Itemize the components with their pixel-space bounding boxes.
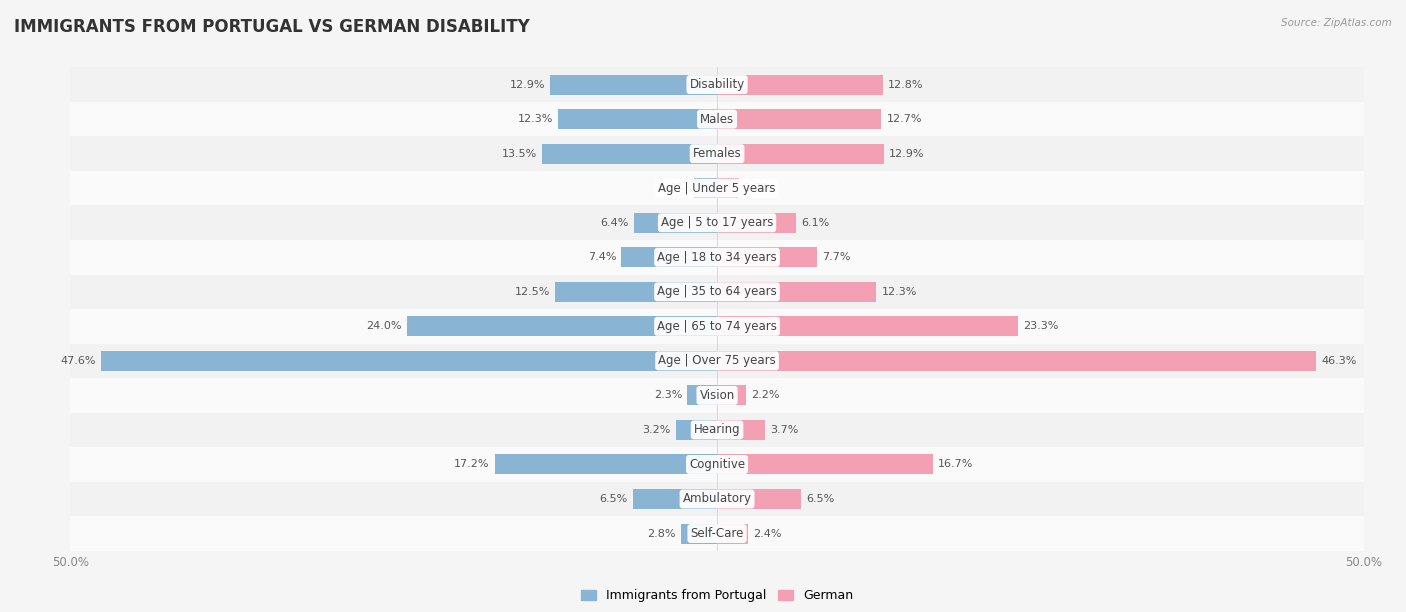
Text: 12.8%: 12.8% xyxy=(887,80,924,89)
Text: 2.4%: 2.4% xyxy=(754,529,782,539)
Legend: Immigrants from Portugal, German: Immigrants from Portugal, German xyxy=(575,584,859,607)
Text: 7.4%: 7.4% xyxy=(588,252,616,263)
Text: Vision: Vision xyxy=(699,389,735,402)
Bar xyxy=(717,247,817,267)
Text: Females: Females xyxy=(693,147,741,160)
Text: 6.4%: 6.4% xyxy=(600,218,628,228)
Bar xyxy=(70,482,1364,517)
Text: 3.7%: 3.7% xyxy=(770,425,799,435)
Bar xyxy=(717,489,801,509)
Text: 13.5%: 13.5% xyxy=(502,149,537,159)
Text: 7.7%: 7.7% xyxy=(823,252,851,263)
Text: 3.2%: 3.2% xyxy=(643,425,671,435)
Text: Hearing: Hearing xyxy=(693,424,741,436)
Text: 1.7%: 1.7% xyxy=(744,183,773,193)
Bar xyxy=(70,67,1364,102)
Bar xyxy=(70,102,1364,136)
Text: Age | 5 to 17 years: Age | 5 to 17 years xyxy=(661,216,773,230)
Bar xyxy=(558,109,717,129)
Text: 2.8%: 2.8% xyxy=(647,529,676,539)
Bar xyxy=(406,316,717,337)
Bar xyxy=(676,420,717,440)
Bar xyxy=(717,109,882,129)
Text: Age | Under 5 years: Age | Under 5 years xyxy=(658,182,776,195)
Text: 6.5%: 6.5% xyxy=(806,494,835,504)
Bar xyxy=(70,447,1364,482)
Text: 12.3%: 12.3% xyxy=(517,114,553,124)
Bar xyxy=(688,386,717,405)
Bar xyxy=(717,213,796,233)
Bar xyxy=(543,144,717,163)
Bar xyxy=(717,75,883,95)
Text: Ambulatory: Ambulatory xyxy=(682,493,752,506)
Text: 6.1%: 6.1% xyxy=(801,218,830,228)
Bar xyxy=(70,309,1364,343)
Text: Source: ZipAtlas.com: Source: ZipAtlas.com xyxy=(1281,18,1392,28)
Bar xyxy=(70,136,1364,171)
Text: 12.7%: 12.7% xyxy=(887,114,922,124)
Text: Males: Males xyxy=(700,113,734,125)
Text: 16.7%: 16.7% xyxy=(938,460,973,469)
Bar xyxy=(717,523,748,543)
Text: 12.9%: 12.9% xyxy=(889,149,925,159)
Text: Disability: Disability xyxy=(689,78,745,91)
Bar xyxy=(555,282,717,302)
Bar xyxy=(717,178,740,198)
Bar xyxy=(717,144,884,163)
Bar xyxy=(681,523,717,543)
Bar xyxy=(70,517,1364,551)
Text: 6.5%: 6.5% xyxy=(599,494,628,504)
Bar xyxy=(634,213,717,233)
Bar xyxy=(717,455,934,474)
Bar xyxy=(717,282,876,302)
Text: Cognitive: Cognitive xyxy=(689,458,745,471)
Text: 12.9%: 12.9% xyxy=(509,80,546,89)
Bar xyxy=(633,489,717,509)
Bar xyxy=(717,316,1018,337)
Text: 17.2%: 17.2% xyxy=(454,460,489,469)
Bar xyxy=(495,455,717,474)
Text: 23.3%: 23.3% xyxy=(1024,321,1059,331)
Text: 1.8%: 1.8% xyxy=(661,183,689,193)
Bar xyxy=(70,275,1364,309)
Bar xyxy=(70,206,1364,240)
Text: Age | 18 to 34 years: Age | 18 to 34 years xyxy=(657,251,778,264)
Bar xyxy=(70,378,1364,412)
Text: 46.3%: 46.3% xyxy=(1322,356,1357,366)
Text: Age | 35 to 64 years: Age | 35 to 64 years xyxy=(657,285,778,298)
Bar xyxy=(70,171,1364,206)
Bar xyxy=(717,386,745,405)
Text: Age | Over 75 years: Age | Over 75 years xyxy=(658,354,776,367)
Text: 2.3%: 2.3% xyxy=(654,390,682,400)
Bar xyxy=(70,240,1364,275)
Text: 47.6%: 47.6% xyxy=(60,356,96,366)
Text: 12.3%: 12.3% xyxy=(882,287,917,297)
Text: IMMIGRANTS FROM PORTUGAL VS GERMAN DISABILITY: IMMIGRANTS FROM PORTUGAL VS GERMAN DISAB… xyxy=(14,18,530,36)
Text: Self-Care: Self-Care xyxy=(690,527,744,540)
Text: 24.0%: 24.0% xyxy=(366,321,402,331)
Bar xyxy=(70,343,1364,378)
Bar xyxy=(717,351,1316,371)
Text: 2.2%: 2.2% xyxy=(751,390,779,400)
Text: Age | 65 to 74 years: Age | 65 to 74 years xyxy=(657,320,778,333)
Bar xyxy=(70,412,1364,447)
Bar xyxy=(717,420,765,440)
Bar xyxy=(621,247,717,267)
Bar xyxy=(550,75,717,95)
Bar xyxy=(101,351,717,371)
Text: 12.5%: 12.5% xyxy=(515,287,550,297)
Bar xyxy=(693,178,717,198)
